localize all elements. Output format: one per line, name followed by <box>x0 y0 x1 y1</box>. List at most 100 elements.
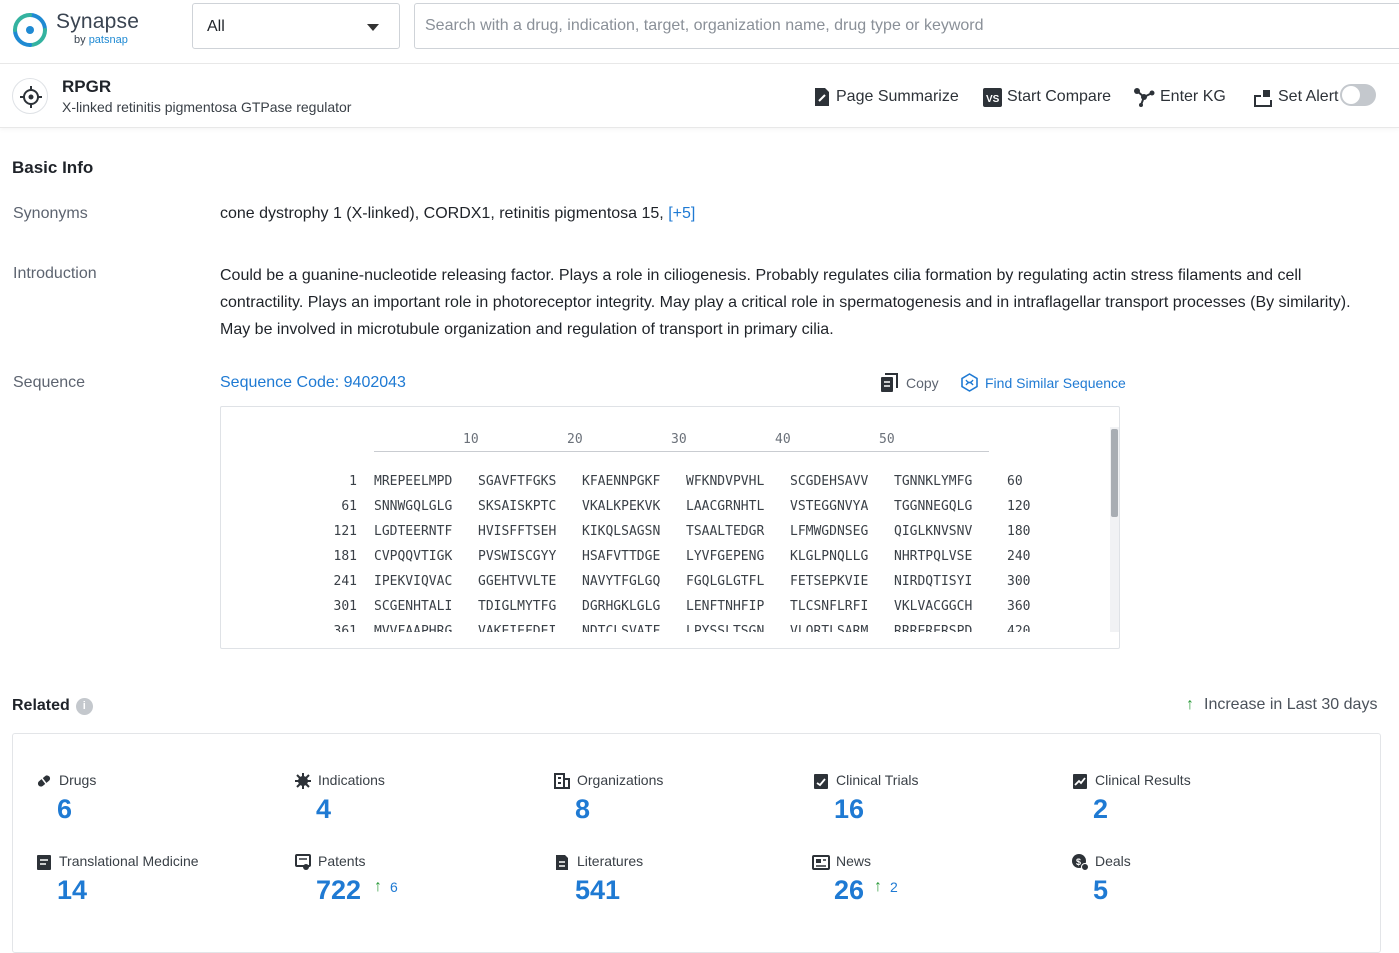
stat-value[interactable]: 541 <box>575 875 620 906</box>
sequence-block: LFMWGDNSEG <box>790 524 868 539</box>
sequence-block: KLGLPNQLLG <box>790 549 868 564</box>
page-summarize-label: Page Summarize <box>836 88 959 106</box>
alert-toggle[interactable] <box>1340 84 1376 106</box>
sequence-row-start: 1 <box>311 474 357 489</box>
sequence-block: LENFTNHFIP <box>686 599 764 614</box>
basic-info-title: Basic Info <box>12 158 93 178</box>
stat-label: Drugs <box>59 772 96 788</box>
stat-value[interactable]: 4 <box>316 794 331 825</box>
sequence-block: TSAALTEDGR <box>686 524 764 539</box>
knowledge-graph-icon <box>1133 87 1155 107</box>
sequence-block: SCGDEHSAVV <box>790 474 868 489</box>
stat-value[interactable]: 2 <box>1093 794 1108 825</box>
search-scope-value: All <box>207 18 225 36</box>
sequence-block: NIRDQTISYI <box>894 574 972 589</box>
sequence-block: HVISFFTSEH <box>478 524 556 539</box>
increase-legend: ↑ Increase in Last 30 days <box>1186 696 1377 714</box>
enter-kg-button[interactable]: Enter KG <box>1133 86 1226 108</box>
stat-drugs[interactable]: Drugs 6 <box>35 772 275 842</box>
stat-clinical-trials[interactable]: Clinical Trials 16 <box>812 772 1052 842</box>
scrollbar-thumb[interactable] <box>1111 429 1118 517</box>
search-input[interactable] <box>414 3 1399 49</box>
sequence-block: FETSEPKVIE <box>790 574 868 589</box>
sequence-row: 361MVVFAAPHRGVAKEIEFDEINDTCLSVATFLPYSSLT… <box>221 624 1109 632</box>
stat-news[interactable]: News 26 ↑2 <box>812 853 1052 923</box>
stat-indications[interactable]: Indications 4 <box>294 772 534 842</box>
chevron-down-icon <box>367 24 379 31</box>
stat-label: Organizations <box>577 772 663 788</box>
sequence-row: 241IPEKVIQVACGGEHTVVLTENAVYTFGLGQFGQLGLG… <box>221 574 1109 599</box>
sequence-block: HSAFVTTDGE <box>582 549 660 564</box>
stat-value[interactable]: 722 <box>316 875 361 906</box>
stat-label: Patents <box>318 853 365 869</box>
stat-clinical-results[interactable]: Clinical Results 2 <box>1071 772 1311 842</box>
stat-increase[interactable]: ↑2 <box>874 878 898 896</box>
sequence-row-end: 120 <box>1007 499 1030 514</box>
synonyms-label: Synonyms <box>13 205 88 223</box>
sequence-row-end: 420 <box>1007 624 1030 632</box>
stat-translational-medicine[interactable]: Translational Medicine 14 <box>35 853 275 923</box>
synapse-logo[interactable]: Synapse by patsnap <box>12 10 172 50</box>
sequence-block: MREPEELMPD <box>374 474 452 489</box>
ruler-tick: 50 <box>879 432 895 447</box>
stat-value[interactable]: 6 <box>57 794 72 825</box>
top-bar: Synapse by patsnap All <box>0 0 1399 64</box>
newspaper-icon <box>812 853 830 871</box>
sequence-row-end: 60 <box>1007 474 1023 489</box>
building-icon <box>553 772 571 790</box>
sequence-row-start: 361 <box>311 624 357 632</box>
sequence-block: NHRTPQLVSE <box>894 549 972 564</box>
sequence-scrollbar[interactable] <box>1110 427 1119 632</box>
sequence-block: TDIGLMYTFG <box>478 599 556 614</box>
synapse-logo-icon <box>12 12 48 48</box>
synonyms-value: cone dystrophy 1 (X-linked), CORDX1, ret… <box>220 205 695 223</box>
byline-brand: patsnap <box>89 34 128 46</box>
increase-legend-text: Increase in Last 30 days <box>1204 696 1377 714</box>
stat-value[interactable]: 5 <box>1093 875 1108 906</box>
sequence-block: VKLVACGGCH <box>894 599 972 614</box>
info-icon[interactable]: i <box>76 698 93 715</box>
copy-sequence-button[interactable]: Copy <box>880 373 939 393</box>
stat-literatures[interactable]: Literatures 541 <box>553 853 793 923</box>
document-icon <box>35 853 53 871</box>
start-compare-label: Start Compare <box>1007 88 1111 106</box>
sequence-block: LAACGRNHTL <box>686 499 764 514</box>
stat-organizations[interactable]: Organizations 8 <box>553 772 793 842</box>
set-alert-button[interactable]: Set Alert <box>1253 86 1338 108</box>
enter-kg-label: Enter KG <box>1160 88 1226 106</box>
byline-by: by <box>74 34 86 46</box>
sequence-label: Sequence <box>13 374 85 392</box>
sequence-row-end: 360 <box>1007 599 1030 614</box>
set-alert-label: Set Alert <box>1278 88 1338 106</box>
stat-increase[interactable]: ↑6 <box>374 878 398 896</box>
sequence-block: MVVFAAPHRG <box>374 624 452 632</box>
stat-deals[interactable]: $ Deals 5 <box>1071 853 1311 923</box>
sequence-viewer[interactable]: 10 20 30 40 50 1MREPEELMPDSGAVFTFGKSKFAE… <box>220 406 1120 649</box>
related-title: Related i <box>12 697 93 715</box>
sequence-block: SNNWGQLGLG <box>374 499 452 514</box>
stat-label: Deals <box>1095 853 1131 869</box>
start-compare-button[interactable]: VS Start Compare <box>983 86 1111 108</box>
target-icon <box>12 78 48 114</box>
results-chart-icon <box>1071 772 1089 790</box>
sequence-block: NDTCLSVATF <box>582 624 660 632</box>
target-full-name: X-linked retinitis pigmentosa GTPase reg… <box>62 99 351 115</box>
page-summarize-button[interactable]: Page Summarize <box>813 86 959 108</box>
synonyms-more-link[interactable]: [+5] <box>668 205 695 222</box>
sequence-block: QIGLKNVSNV <box>894 524 972 539</box>
sequence-code-link[interactable]: Sequence Code: 9402043 <box>220 374 406 392</box>
svg-text:$: $ <box>1076 857 1081 867</box>
search-scope-select[interactable]: All <box>192 3 400 49</box>
stat-value[interactable]: 14 <box>57 875 87 906</box>
sequence-block: FGQLGLGTFL <box>686 574 764 589</box>
sequence-block: PVSWISCGYY <box>478 549 556 564</box>
stat-value[interactable]: 16 <box>834 794 864 825</box>
ruler-tick: 30 <box>671 432 687 447</box>
literature-icon <box>553 853 571 871</box>
stat-patents[interactable]: Patents 722 ↑6 <box>294 853 534 923</box>
stat-value[interactable]: 8 <box>575 794 590 825</box>
similar-sequence-icon <box>960 373 979 392</box>
sequence-block: LYVFGEPENG <box>686 549 764 564</box>
find-similar-sequence-button[interactable]: Find Similar Sequence <box>960 373 1126 392</box>
stat-value[interactable]: 26 <box>834 875 864 906</box>
